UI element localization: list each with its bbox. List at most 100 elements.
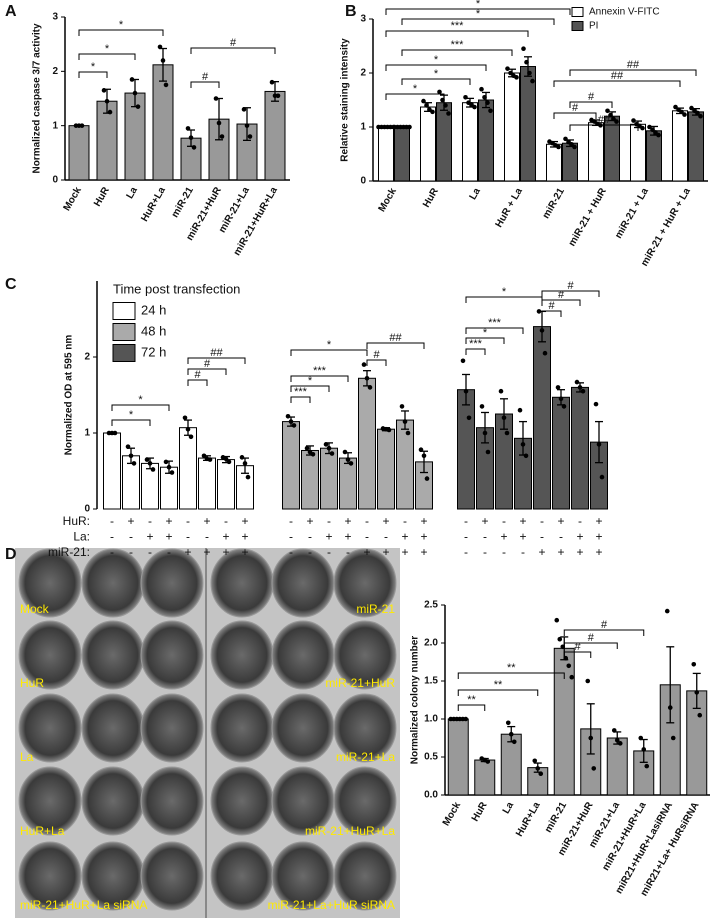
well: [333, 693, 397, 763]
condition-sign: -: [205, 530, 209, 544]
well: [333, 766, 397, 836]
data-point: [364, 375, 370, 381]
data-point: [505, 66, 510, 71]
data-point: [469, 102, 474, 107]
bar: [179, 427, 197, 510]
well: [18, 548, 82, 618]
well: [18, 766, 82, 836]
data-point: [523, 453, 529, 459]
condition-sign: +: [146, 530, 153, 544]
data-point: [245, 474, 251, 480]
data-point: [191, 145, 197, 150]
data-point: [501, 415, 507, 421]
panel-label: C: [5, 276, 17, 293]
data-point: [160, 58, 166, 63]
bar: [606, 737, 628, 796]
significance-bracket: [563, 629, 645, 636]
significance-label: ***: [294, 386, 308, 398]
well: [140, 766, 204, 836]
data-point: [530, 78, 535, 84]
well: [271, 548, 335, 618]
data-point: [520, 442, 526, 447]
condition-sign: +: [557, 514, 564, 528]
condition-sign: -: [186, 530, 190, 544]
bar: [688, 111, 704, 182]
data-point: [574, 379, 580, 385]
condition-name: La:: [73, 530, 90, 544]
significance-label: ##: [389, 332, 402, 344]
data-point: [614, 737, 620, 743]
data-point: [241, 107, 247, 112]
data-point: [463, 716, 469, 722]
well: [140, 693, 204, 763]
well: [210, 620, 274, 690]
well: [333, 841, 397, 911]
well: [140, 620, 204, 690]
legend-title: Time post transfection: [113, 281, 240, 296]
y-tick-label: 0: [52, 175, 58, 186]
significance-bracket: [401, 49, 513, 56]
data-point: [485, 759, 491, 764]
condition-sign: +: [382, 514, 389, 528]
condition-sign: -: [327, 545, 331, 559]
legend-label: PI: [589, 21, 598, 32]
condition-sign: -: [148, 545, 152, 559]
data-point: [667, 705, 673, 710]
colony-photo: Mock miR-21 HuR miR-21+HuR La miR-21+La HuR+La…: [15, 548, 400, 918]
y-tick-label: 0: [360, 176, 366, 187]
significance-label: #: [588, 91, 595, 103]
condition-sign: +: [344, 530, 351, 544]
significance-label: ##: [598, 114, 611, 126]
data-point: [479, 86, 484, 92]
condition-sign: +: [222, 545, 229, 559]
data-point: [291, 423, 297, 428]
x-tick-label: La: [468, 186, 484, 202]
y-axis-label: Relative staining intensity: [340, 38, 351, 162]
error-bar: [586, 703, 595, 755]
data-point: [135, 104, 141, 109]
significance-bracket: [569, 101, 613, 108]
significance-bracket: [541, 310, 562, 317]
data-point: [163, 459, 169, 465]
condition-sign: +: [557, 545, 564, 559]
data-point: [443, 103, 448, 108]
data-point: [304, 445, 310, 451]
condition-sign: +: [538, 545, 545, 559]
condition-sign: +: [500, 530, 507, 544]
bar: [68, 125, 90, 181]
condition-sign: +: [222, 530, 229, 544]
significance-bracket: [187, 357, 246, 364]
error-bar: [500, 398, 508, 430]
condition-sign: -: [521, 545, 525, 559]
bar: [301, 449, 319, 510]
significance-label: #: [567, 280, 574, 292]
data-point: [504, 430, 510, 436]
bar: [339, 457, 357, 510]
data-point: [498, 388, 504, 394]
significance-bracket: [563, 651, 592, 658]
significance-bracket: [290, 396, 311, 403]
bar: [394, 126, 410, 182]
data-point: [128, 453, 134, 459]
condition-sign: -: [110, 514, 114, 528]
well: [333, 620, 397, 690]
significance-label: **: [507, 662, 516, 674]
condition-sign: -: [365, 514, 369, 528]
significance-label: *: [434, 54, 439, 66]
condition-sign: -: [167, 545, 171, 559]
condition-sign: +: [420, 545, 427, 559]
x-tick-label: miR-21 + HuR: [567, 186, 610, 249]
data-point: [421, 98, 426, 104]
y-tick-label: 2: [84, 352, 90, 363]
bar: [198, 457, 216, 510]
y-tick-label: 0.5: [424, 752, 438, 763]
y-axis-label: Normalized caspase 3/7 activity: [32, 23, 43, 174]
data-point: [532, 758, 538, 764]
data-point: [596, 442, 602, 447]
data-point: [112, 430, 118, 436]
significance-bracket: [190, 81, 220, 88]
data-point: [605, 108, 610, 114]
significance-bracket: [187, 379, 208, 386]
significance-label: *: [105, 43, 110, 55]
condition-sign: +: [241, 514, 248, 528]
